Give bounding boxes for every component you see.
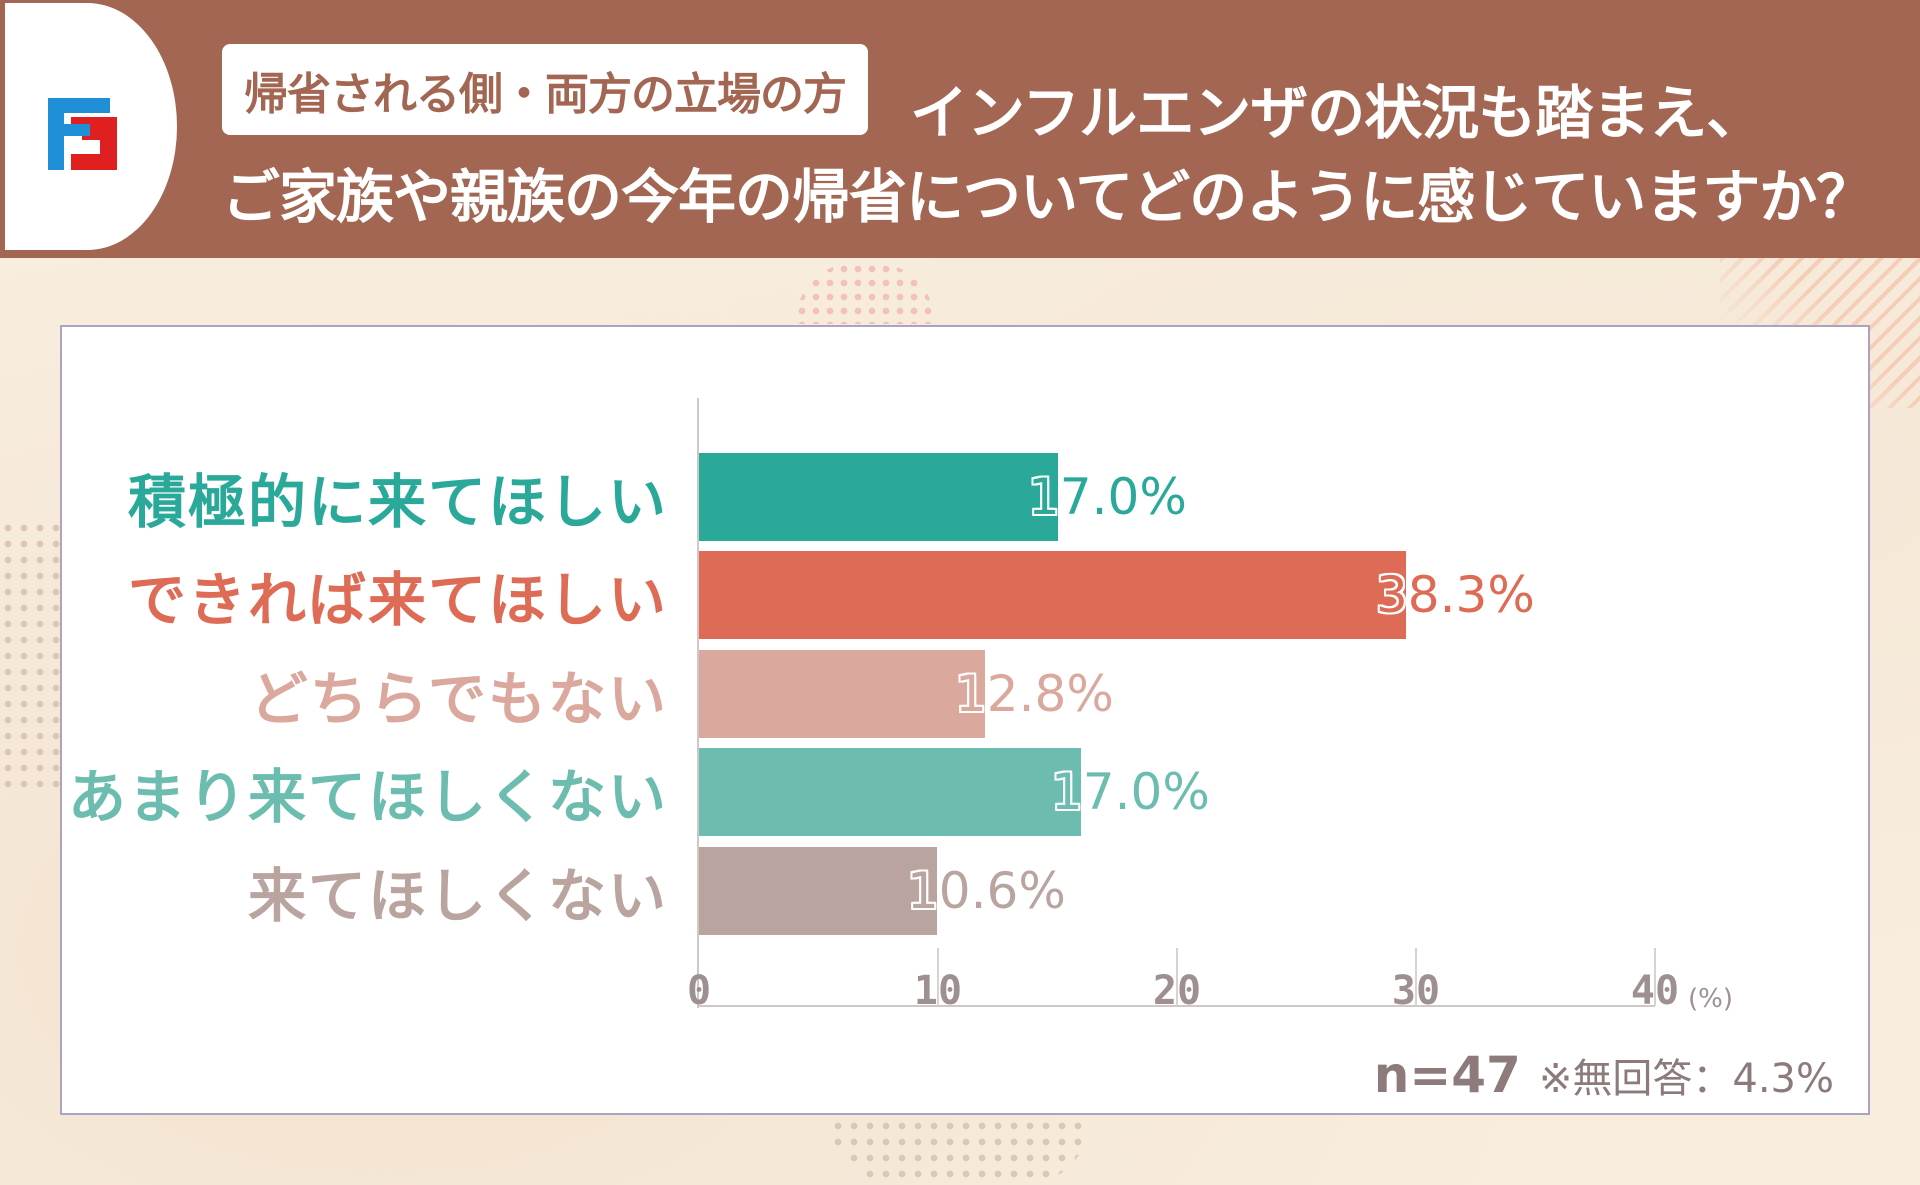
- decorative-dots-left: [0, 520, 60, 790]
- x-tick: [1176, 948, 1178, 1006]
- x-tick-label: 10: [913, 968, 963, 1014]
- bar: [699, 551, 1406, 639]
- brand-logo-icon: [48, 98, 117, 170]
- category-label: 積極的に来てほしい: [127, 468, 668, 536]
- bar: [699, 453, 1058, 541]
- x-tick-label: 30: [1391, 968, 1441, 1014]
- respondent-badge: 帰省される側・両方の立場の方: [222, 44, 868, 135]
- value-label: 17.0%: [1028, 468, 1187, 526]
- bar: [699, 650, 985, 738]
- page-title-line1: インフルエンザの状況も踏まえ、: [910, 79, 1764, 147]
- x-tick: [1654, 948, 1656, 1006]
- y-axis-line: [697, 398, 699, 1008]
- page-title-line2: ご家族や親族の今年の帰省についてどのように感じていますか？: [222, 163, 1874, 231]
- x-tick-label: 40: [1630, 968, 1680, 1014]
- bar: [699, 748, 1081, 836]
- x-axis-unit: (%): [1688, 984, 1733, 1014]
- category-label: できれば来てほしい: [127, 566, 668, 634]
- x-tick-label: 20: [1152, 968, 1202, 1014]
- category-label: どちらでもない: [249, 665, 668, 733]
- x-tick: [937, 948, 939, 1006]
- category-label: あまり来てほしくない: [67, 763, 668, 831]
- x-tick: [1415, 948, 1417, 1006]
- value-label: 38.3%: [1376, 566, 1535, 624]
- decorative-dots-bottom: [830, 1118, 1090, 1185]
- bar: [699, 847, 937, 935]
- x-axis-line: [697, 1005, 1655, 1007]
- chart-footnote: n=47 ※無回答：4.3%: [1374, 1046, 1834, 1104]
- no-answer-note: ※無回答：4.3%: [1538, 1056, 1834, 1102]
- category-label: 来てほしくない: [247, 862, 668, 930]
- value-label: 17.0%: [1051, 763, 1210, 821]
- sample-size: n=47: [1373, 1046, 1521, 1104]
- header-banner: 帰省される側・両方の立場の方 インフルエンザの状況も踏まえ、 ご家族や親族の今年…: [0, 0, 1920, 258]
- x-tick-label: 0: [686, 968, 712, 1014]
- value-label: 10.6%: [907, 862, 1066, 920]
- value-label: 12.8%: [955, 665, 1114, 723]
